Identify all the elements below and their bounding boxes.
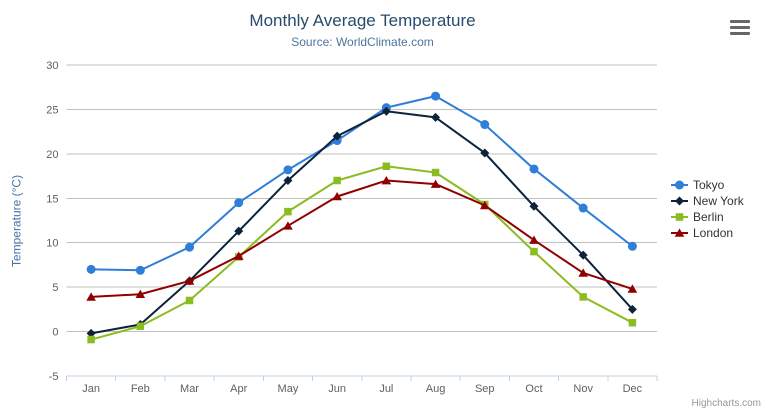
x-axis-label: Jul bbox=[379, 383, 393, 395]
marker-square[interactable] bbox=[185, 296, 194, 305]
highcharts-credits-link[interactable]: Highcharts.com bbox=[691, 398, 761, 409]
marker-triangle[interactable] bbox=[430, 179, 441, 188]
marker-diamond[interactable] bbox=[431, 112, 441, 122]
x-axis-label: Apr bbox=[230, 383, 247, 395]
x-axis-label: Jan bbox=[82, 383, 100, 395]
series-tokyo bbox=[86, 91, 637, 275]
series-new-york bbox=[86, 106, 637, 338]
y-axis-title: Temperature (°C) bbox=[9, 174, 24, 268]
legend-item-tokyo[interactable]: Tokyo bbox=[671, 177, 744, 193]
y-axis-label: 10 bbox=[46, 238, 58, 250]
y-axis-label: 30 bbox=[46, 60, 58, 72]
marker-triangle[interactable] bbox=[86, 292, 96, 301]
marker-triangle[interactable] bbox=[184, 276, 195, 285]
marker-diamond[interactable] bbox=[283, 176, 293, 186]
marker-square[interactable] bbox=[431, 168, 440, 177]
y-axis-label: 0 bbox=[52, 327, 58, 339]
chart-subtitle: Source: WorldClimate.com bbox=[291, 35, 434, 49]
marker-diamond[interactable] bbox=[627, 304, 637, 314]
marker-diamond[interactable] bbox=[578, 250, 588, 260]
marker-circle[interactable] bbox=[480, 120, 490, 130]
marker-diamond[interactable] bbox=[86, 328, 96, 338]
x-axis-label: Jun bbox=[328, 383, 346, 395]
marker-circle[interactable] bbox=[529, 164, 539, 174]
y-axis-label: 25 bbox=[46, 104, 58, 116]
marker-circle[interactable] bbox=[283, 165, 293, 175]
marker-triangle[interactable] bbox=[135, 289, 146, 299]
y-axis-label: -5 bbox=[49, 371, 59, 383]
legend-marker-square-icon bbox=[671, 213, 688, 221]
legend-item-label: Berlin bbox=[693, 210, 724, 224]
x-axis-label: Nov bbox=[573, 383, 593, 395]
marker-triangle[interactable] bbox=[332, 192, 342, 201]
marker-square[interactable] bbox=[136, 322, 145, 330]
marker-circle[interactable] bbox=[185, 242, 195, 252]
legend-item-label: New York bbox=[693, 194, 744, 208]
marker-diamond[interactable] bbox=[675, 196, 684, 206]
marker-square[interactable] bbox=[382, 162, 391, 171]
series-line-berlin[interactable] bbox=[90, 165, 634, 341]
series-line-new-york[interactable] bbox=[90, 110, 634, 335]
marker-square[interactable] bbox=[628, 318, 637, 327]
x-axis-label: May bbox=[278, 383, 299, 395]
legend-marker-circle-icon bbox=[671, 180, 688, 190]
marker-circle[interactable] bbox=[431, 91, 441, 101]
legend-item-new-york[interactable]: New York bbox=[671, 193, 744, 209]
marker-square[interactable] bbox=[579, 293, 587, 301]
marker-square[interactable] bbox=[530, 247, 538, 256]
marker-triangle[interactable] bbox=[578, 268, 588, 277]
marker-square[interactable] bbox=[333, 176, 341, 185]
marker-diamond[interactable] bbox=[381, 106, 391, 116]
marker-triangle[interactable] bbox=[283, 221, 293, 230]
marker-triangle[interactable] bbox=[381, 176, 392, 185]
marker-circle[interactable] bbox=[135, 265, 145, 275]
series-london bbox=[86, 176, 638, 301]
marker-triangle[interactable] bbox=[674, 228, 685, 237]
marker-diamond[interactable] bbox=[332, 131, 342, 141]
marker-circle[interactable] bbox=[234, 198, 244, 208]
legend-marker-diamond-icon bbox=[671, 196, 688, 206]
legend-item-berlin[interactable]: Berlin bbox=[671, 209, 744, 225]
marker-triangle[interactable] bbox=[529, 235, 539, 244]
marker-square[interactable] bbox=[284, 207, 292, 216]
marker-diamond[interactable] bbox=[529, 201, 539, 211]
y-axis-label: 20 bbox=[46, 149, 58, 161]
legend: Tokyo New York Berlin London bbox=[671, 177, 744, 241]
marker-triangle[interactable] bbox=[479, 200, 490, 210]
x-axis-label: Feb bbox=[131, 383, 150, 395]
legend-marker-triangle-icon bbox=[671, 228, 688, 237]
x-axis-label: Dec bbox=[623, 383, 643, 395]
chart-title: Monthly Average Temperature bbox=[249, 11, 476, 30]
marker-circle[interactable] bbox=[627, 241, 637, 251]
marker-diamond[interactable] bbox=[480, 148, 490, 158]
legend-item-label: London bbox=[693, 226, 734, 240]
legend-item-label: Tokyo bbox=[693, 178, 725, 192]
marker-circle[interactable] bbox=[675, 180, 684, 190]
marker-triangle[interactable] bbox=[627, 284, 638, 293]
x-axis-label: Mar bbox=[180, 383, 199, 395]
marker-circle[interactable] bbox=[578, 203, 588, 213]
marker-square[interactable] bbox=[87, 335, 95, 344]
x-axis-label: Sep bbox=[475, 383, 495, 395]
marker-triangle[interactable] bbox=[233, 251, 244, 260]
hamburger-icon bbox=[730, 19, 750, 35]
marker-diamond[interactable] bbox=[234, 226, 244, 236]
series-line-tokyo[interactable] bbox=[90, 95, 634, 272]
marker-square[interactable] bbox=[675, 213, 684, 221]
x-axis-label: Aug bbox=[426, 383, 446, 395]
export-menu-button[interactable] bbox=[728, 17, 752, 37]
x-axis-label: Oct bbox=[525, 383, 542, 395]
series-line-london[interactable] bbox=[90, 179, 634, 298]
marker-circle[interactable] bbox=[86, 264, 96, 274]
y-axis-label: 15 bbox=[46, 193, 58, 205]
y-axis-label: 5 bbox=[52, 282, 58, 294]
legend-item-london[interactable]: London bbox=[671, 225, 744, 241]
